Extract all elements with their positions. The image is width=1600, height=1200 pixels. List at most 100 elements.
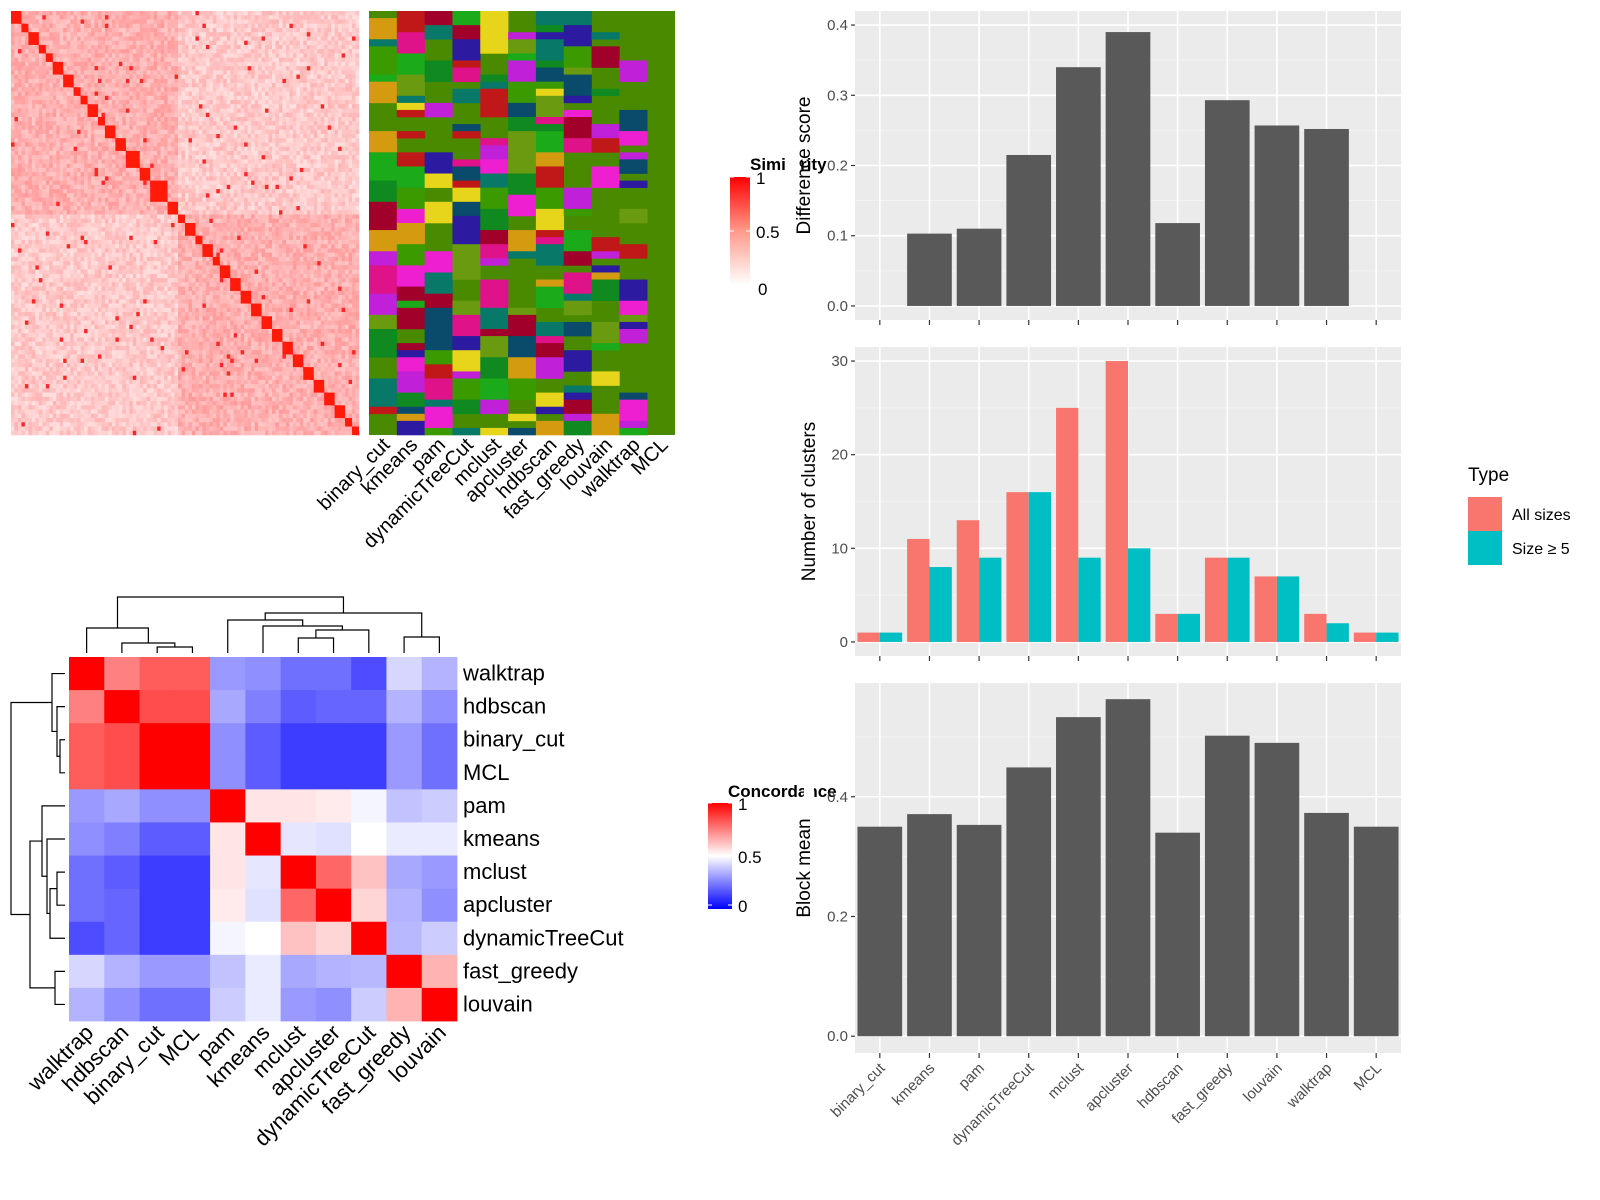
similarity-cell [164,201,168,207]
similarity-cell [324,53,328,58]
similarity-cell [45,91,50,97]
similarity-cell [160,104,165,109]
similarity-cell [178,210,182,215]
similarity-cell [254,36,259,41]
similarity-cell [21,125,26,131]
similarity-cell [331,180,335,186]
similarity-cell [341,121,346,126]
similarity-cell [282,44,287,50]
similarity-cell [118,95,123,101]
similarity-cell [341,32,346,37]
similarity-cell [164,44,168,50]
similarity-cell [24,95,29,101]
similarity-cell [118,61,123,67]
similarity-cell [21,74,26,80]
similarity-cell [91,61,95,67]
similarity-cell [63,193,67,198]
similarity-cell [101,210,106,215]
similarity-cell [275,129,280,135]
similarity-cell [240,172,245,177]
similarity-cell [310,129,315,135]
similarity-cell [352,201,356,207]
similarity-cell [209,214,214,220]
similarity-cell [171,108,175,114]
similarity-cell [188,142,193,147]
similarity-cell [59,32,64,37]
similarity-cell [251,36,255,41]
similarity-cell [98,214,102,220]
similarity-cell [63,189,67,194]
similarity-cell [348,108,353,114]
similarity-cell [205,40,210,46]
similarity-cell [104,218,109,224]
similarity-cell [292,66,297,71]
similarity-cell [278,49,283,54]
similarity-cell [104,15,109,20]
similarity-cell [216,87,221,92]
similarity-cell [292,83,297,88]
similarity-cell [268,201,273,207]
similarity-cell [285,172,290,177]
similarity-cell [153,117,158,122]
similarity-cell [45,138,50,143]
similarity-cell [84,159,88,164]
similarity-cell [49,155,54,160]
similarity-cell [132,95,137,101]
similarity-cell [73,121,78,126]
similarity-cell [296,36,301,41]
similarity-cell [185,49,189,54]
similarity-cell [118,197,123,203]
similarity-cell [28,108,33,114]
similarity-cell [324,121,328,126]
similarity-cell [132,70,137,75]
similarity-cell [306,32,311,37]
similarity-cell [278,206,283,211]
similarity-cell [38,193,43,198]
similarity-cell [251,112,255,118]
similarity-cell [143,193,148,198]
similarity-cell [233,206,238,211]
similarity-cell [84,15,88,20]
similarity-cell [24,36,29,41]
similarity-cell [94,133,99,139]
similarity-cell [42,133,47,139]
similarity-cell [195,70,200,75]
similarity-cell [153,133,158,139]
similarity-cell [98,150,102,156]
similarity-cell [132,125,137,131]
similarity-cell [125,104,130,109]
similarity-cell [31,201,36,207]
similarity-cell [115,129,120,135]
similarity-cell [205,27,210,33]
similarity-cell [292,159,297,164]
similarity-cell [111,91,116,97]
similarity-cell [146,49,151,54]
similarity-cell [52,49,57,54]
similarity-cell [285,70,290,75]
similarity-cell [195,104,200,109]
similarity-cell [167,117,172,122]
similarity-cell [125,138,130,143]
similarity-cell [84,27,88,33]
similarity-cell [80,40,85,46]
similarity-cell [66,218,71,224]
similarity-cell [272,138,276,143]
similarity-cell [209,206,214,211]
similarity-cell [233,138,238,143]
similarity-cell [118,163,123,169]
similarity-cell [251,121,255,126]
similarity-cell [275,138,280,143]
similarity-cell [198,167,203,173]
similarity-cell [261,138,266,143]
similarity-cell [317,163,322,169]
similarity-cell [195,121,200,126]
similarity-cell [285,40,290,46]
similarity-cell [209,91,214,97]
similarity-cell [38,167,43,173]
similarity-cell [35,108,40,114]
similarity-cell [108,138,113,143]
similarity-cell [35,104,40,109]
similarity-cell [188,57,193,63]
similarity-cell [209,210,214,215]
similarity-cell [91,155,95,160]
